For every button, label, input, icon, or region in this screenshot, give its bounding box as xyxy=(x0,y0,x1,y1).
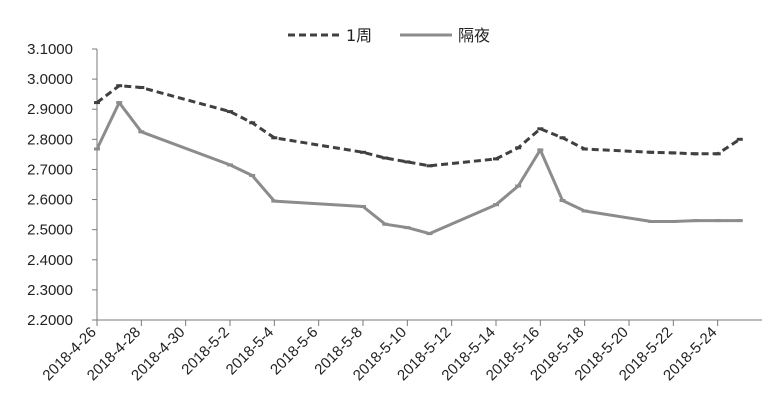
series-point xyxy=(581,209,588,213)
series-point xyxy=(493,203,499,207)
series-point xyxy=(138,86,145,89)
series-point xyxy=(537,127,544,131)
series-point xyxy=(271,136,278,140)
y-tick-label: 2.4000 xyxy=(27,252,73,269)
series-point xyxy=(736,137,743,141)
series-point xyxy=(138,130,145,134)
y-tick-label: 3.1000 xyxy=(27,41,73,58)
y-tick-label: 3.0000 xyxy=(27,71,73,88)
series-point xyxy=(714,219,721,223)
legend-label: 隔夜 xyxy=(458,26,490,45)
series-point xyxy=(227,110,233,114)
series-point xyxy=(249,174,256,177)
y-tick-label: 2.3000 xyxy=(27,282,73,299)
series-line-one-week xyxy=(96,84,741,168)
series-point xyxy=(692,219,699,223)
y-tick-label: 2.8000 xyxy=(27,131,73,148)
series-point xyxy=(426,164,433,168)
series-point xyxy=(404,226,411,230)
y-tick-label: 2.6000 xyxy=(27,192,73,209)
series-point xyxy=(360,150,366,154)
series-point xyxy=(515,184,522,188)
series-point xyxy=(537,148,544,152)
series-point xyxy=(670,220,677,223)
series-point xyxy=(714,152,721,156)
legend-label: 1周 xyxy=(346,26,372,45)
series-point xyxy=(493,157,499,161)
y-tick-label: 2.2000 xyxy=(27,312,73,329)
series-point xyxy=(426,232,433,236)
series-point xyxy=(116,101,123,105)
series-point xyxy=(271,199,278,203)
y-tick-label: 2.9000 xyxy=(27,101,73,118)
series-point xyxy=(736,219,743,223)
series-point xyxy=(648,220,655,223)
series-point xyxy=(360,205,366,208)
series-point xyxy=(559,136,566,140)
series-point xyxy=(382,222,389,226)
series-line-overnight xyxy=(95,101,740,236)
series-layer xyxy=(94,84,743,236)
series-point xyxy=(382,156,389,160)
series-point xyxy=(249,121,256,125)
y-tick-label: 2.5000 xyxy=(27,222,73,239)
y-tick-label: 2.7000 xyxy=(27,161,73,178)
x-tick-label: 2018-5-4 xyxy=(223,324,277,378)
series-point xyxy=(670,151,677,155)
x-tick-label: 2018-5-6 xyxy=(267,324,321,378)
legend: 1周 隔夜 xyxy=(288,26,490,45)
series-point xyxy=(227,163,233,167)
series-point xyxy=(515,146,522,150)
series-point xyxy=(404,160,411,164)
series-point xyxy=(94,147,100,151)
y-axis: 2.2000 2.3000 2.4000 2.5000 2.6000 2.7000 2.80… xyxy=(27,41,98,329)
series-point xyxy=(559,199,566,202)
series-point xyxy=(94,101,100,105)
series-point xyxy=(116,84,123,88)
series-point xyxy=(581,147,588,151)
series-point xyxy=(648,150,655,154)
series-point xyxy=(692,152,699,156)
x-tick-label: 2018-5-2 xyxy=(178,324,232,378)
x-axis: 2018-4-262018-4-282018-4-302018-5-22018-… xyxy=(39,319,762,384)
